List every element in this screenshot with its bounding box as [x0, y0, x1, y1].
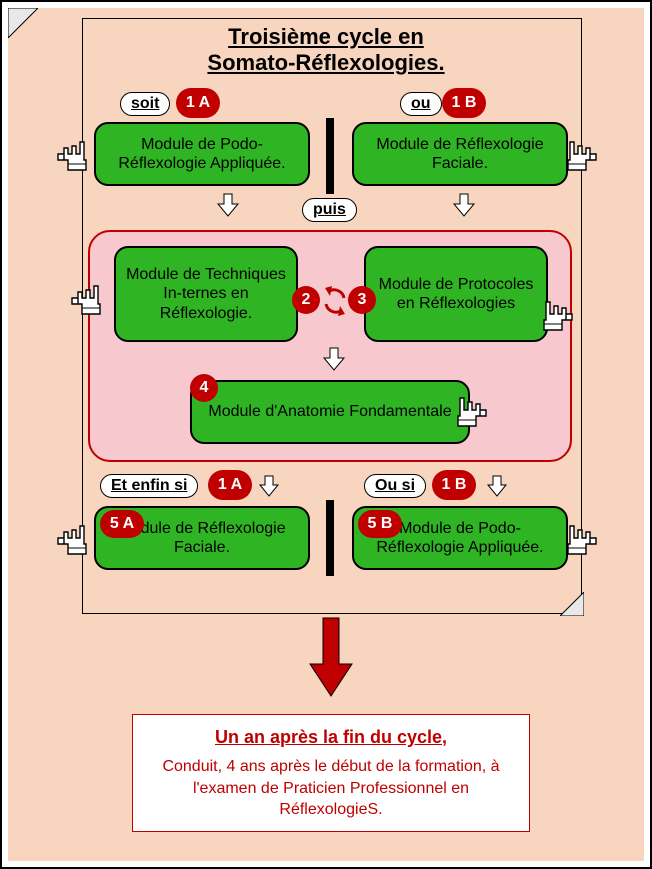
badge-5A-text: 5 A	[110, 515, 134, 533]
pill-soit: soit	[120, 92, 170, 116]
badge-1B-text: 1 B	[452, 94, 477, 112]
pill-et-enfin-si-text: Et enfin si	[111, 477, 187, 495]
module-1A-text: Module de Podo-Réflexologie Appliquée.	[104, 135, 300, 173]
badge-5A: 5 A	[100, 510, 144, 538]
big-arrow-down	[308, 616, 354, 703]
arrow-down-5B	[486, 474, 508, 498]
hand-icon	[62, 284, 106, 320]
divider-row3	[326, 500, 334, 576]
pill-ou-text: ou	[411, 95, 431, 113]
badge-1A-text: 1 A	[186, 94, 210, 112]
badge-1A-2-text: 1 A	[218, 476, 242, 494]
pill-ou-si-text: Ou si	[375, 477, 415, 495]
badge-3-text: 3	[358, 291, 367, 309]
hand-icon	[48, 524, 92, 560]
pill-ou: ou	[400, 92, 442, 116]
title-line2: Somato-Réflexologies.	[207, 50, 444, 75]
arrow-down-1A	[216, 192, 240, 218]
badge-3: 3	[348, 286, 376, 314]
bottom-body: Conduit, 4 ans après le début de la form…	[143, 756, 519, 821]
module-3-text: Module de Protocoles en Réflexologies	[374, 275, 538, 313]
badge-5B-text: 5 B	[368, 515, 393, 533]
pill-et-enfin-si: Et enfin si	[100, 474, 198, 498]
badge-1A-2: 1 A	[208, 470, 252, 500]
badge-1B: 1 B	[442, 88, 486, 118]
badge-1B-2: 1 B	[432, 470, 476, 500]
module-4-text: Module d'Anatomie Fondamentale	[208, 402, 451, 421]
bottom-title: Un an après la fin du cycle,	[143, 727, 519, 748]
module-1A[interactable]: Module de Podo-Réflexologie Appliquée.	[94, 122, 310, 186]
module-4[interactable]: Module d'Anatomie Fondamentale	[190, 380, 470, 444]
module-1B[interactable]: Module de Réflexologie Faciale.	[352, 122, 568, 186]
hand-icon	[538, 300, 582, 336]
module-2-text: Module de Techniques In-ternes en Réflex…	[124, 265, 288, 323]
module-3[interactable]: Module de Protocoles en Réflexologies	[364, 246, 548, 342]
page-fold-bottom-right	[560, 592, 584, 621]
module-2[interactable]: Module de Techniques In-ternes en Réflex…	[114, 246, 298, 342]
hand-icon	[452, 396, 496, 432]
pill-puis-text: puis	[313, 201, 346, 219]
badge-4-text: 4	[200, 379, 209, 397]
pill-soit-text: soit	[131, 95, 159, 113]
pill-puis: puis	[302, 198, 357, 222]
badge-2-text: 2	[302, 291, 311, 309]
hand-icon	[562, 140, 606, 176]
pill-ou-si: Ou si	[364, 474, 426, 498]
badge-4: 4	[190, 374, 218, 402]
badge-1A: 1 A	[176, 88, 220, 118]
module-1B-text: Module de Réflexologie Faciale.	[362, 135, 558, 173]
page-frame: Troisième cycle en Somato-Réflexologies.…	[0, 0, 652, 869]
arrow-down-5A	[258, 474, 280, 498]
badge-2: 2	[292, 286, 320, 314]
hand-icon	[48, 140, 92, 176]
arrow-down-to-4	[322, 346, 346, 372]
badge-1B-2-text: 1 B	[442, 476, 467, 494]
hand-icon	[562, 524, 606, 560]
bottom-box: Un an après la fin du cycle, Conduit, 4 …	[132, 714, 530, 832]
divider-row1	[326, 118, 334, 194]
badge-5B: 5 B	[358, 510, 402, 538]
swap-arrows	[322, 284, 348, 323]
arrow-down-1B	[452, 192, 476, 218]
title-line1: Troisième cycle en	[228, 24, 424, 49]
page-title: Troisième cycle en Somato-Réflexologies.	[2, 24, 650, 76]
